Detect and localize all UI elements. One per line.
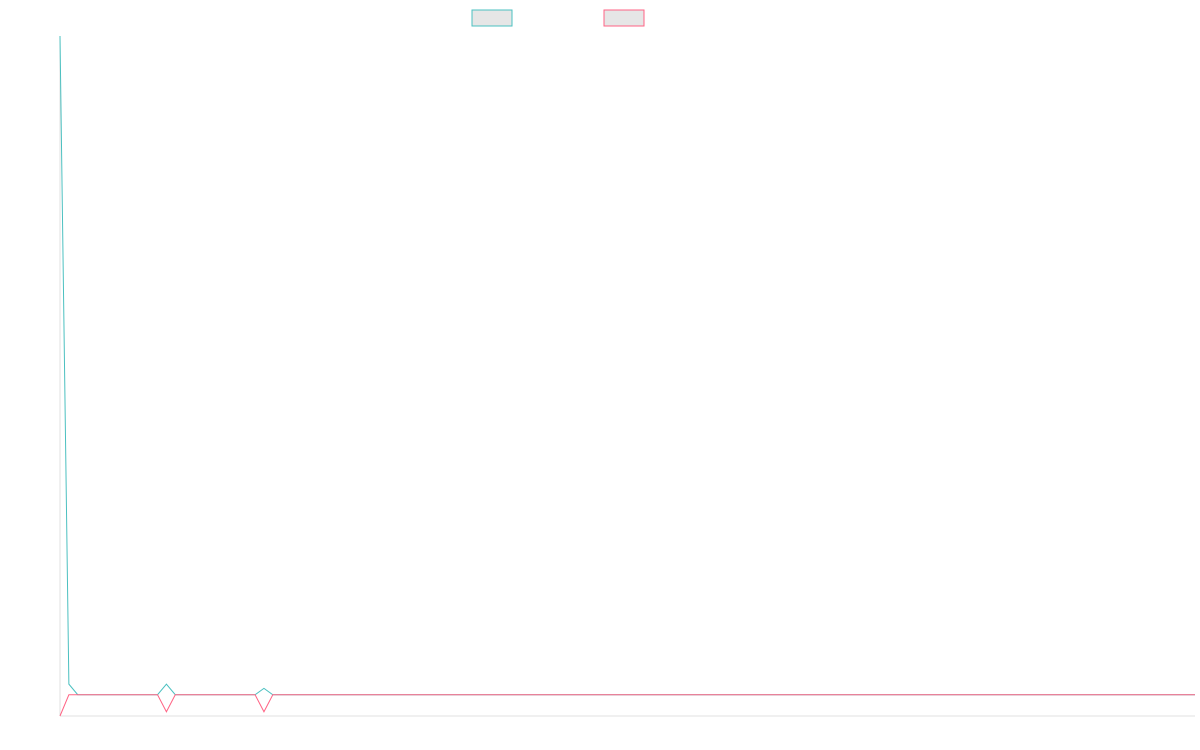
series-line-2 — [59, 694, 1195, 717]
series-layer — [59, 35, 1195, 717]
legend-swatch-series-1[interactable] — [471, 9, 513, 27]
legend-swatch-series-2[interactable] — [603, 9, 645, 27]
axes — [59, 36, 1195, 717]
legend — [471, 9, 645, 27]
series-line-1 — [59, 35, 1195, 696]
